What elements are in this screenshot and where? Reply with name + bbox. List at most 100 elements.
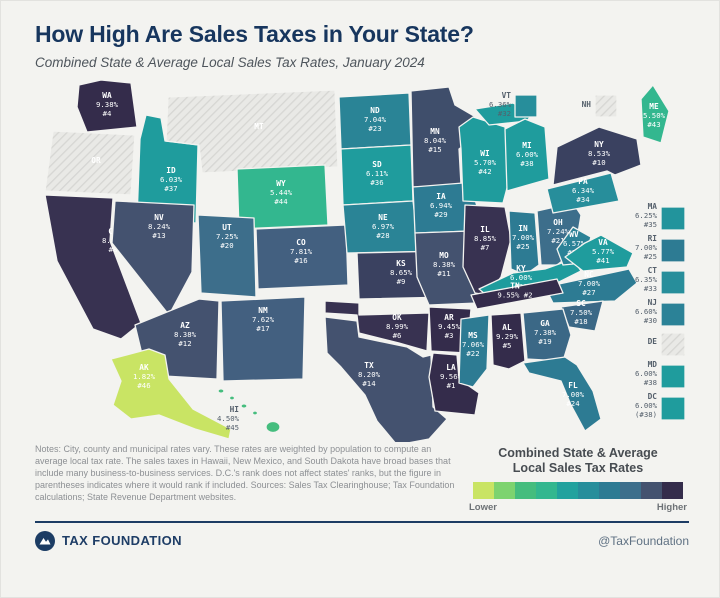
state-label-ME: ME 5.50% #43 xyxy=(643,102,666,129)
state-label-RI: RI 7.00% #25 xyxy=(635,234,658,261)
map-svg: WA9.38%#4 OR CA8.85%#8 ID6.03%#37 MT WY5… xyxy=(44,79,686,442)
state-label-MO: MO 8.38% #11 xyxy=(433,251,456,278)
state-label-NE: NE 6.97% #28 xyxy=(372,213,395,240)
legend-swatch xyxy=(641,481,662,499)
state-label-CO: CO 7.81% #16 xyxy=(290,238,313,265)
state-UT: UT 7.25% #20 xyxy=(197,214,257,298)
bottom-section: Notes: City, county and municipal rates … xyxy=(1,442,719,513)
legend-gradient xyxy=(473,481,683,499)
state-label-AK: AK 1.82% #46 xyxy=(133,363,156,390)
state-CT: CT 6.35% #33 xyxy=(635,266,686,295)
state-OK: OK 8.99% #6 xyxy=(324,300,430,352)
page-subtitle: Combined State & Average Local Sales Tax… xyxy=(35,55,425,70)
state-label-IA: IA 6.94% #29 xyxy=(430,192,453,219)
legend-swatch xyxy=(620,481,641,499)
header: How High Are Sales Taxes in Your State? … xyxy=(1,1,719,70)
legend-swatch xyxy=(536,481,557,499)
legend-lower-label: Lower xyxy=(469,501,497,513)
state-label-OH: OH 7.24% #21 xyxy=(547,218,570,245)
state-label-AR: AR 9.45% #3 xyxy=(438,313,461,340)
legend-swatch xyxy=(599,481,620,499)
legend-swatch xyxy=(662,481,683,499)
state-label-MN: MN 8.04% #15 xyxy=(424,127,447,154)
state-SD: SD 6.11% #36 xyxy=(340,144,414,206)
state-label-NV: NV 8.24% #13 xyxy=(148,213,171,240)
legend-swatch xyxy=(473,481,494,499)
state-WA: WA 9.38% #4 xyxy=(76,79,138,133)
page-title: How High Are Sales Taxes in Your State? xyxy=(35,21,474,47)
state-DE: DE xyxy=(648,332,686,357)
state-IN: IN 7.00% #25 xyxy=(508,210,540,276)
state-label-HI: HI 4.50% #45 xyxy=(217,405,240,432)
taxfoundation-logo-icon xyxy=(35,530,55,551)
twitter-handle: @TaxFoundation xyxy=(598,533,689,548)
state-label-MT: MT xyxy=(254,122,264,131)
state-label-AL: AL 9.29% #5 xyxy=(496,323,519,350)
state-MD: MD 6.00% #38 xyxy=(635,360,686,389)
state-LA: LA 9.56% #1 xyxy=(428,352,480,416)
state-label-OK: OK 8.99% #6 xyxy=(386,313,409,340)
legend-title: Combined State & Average Local Sales Tax… xyxy=(467,446,689,476)
state-AK: AK 1.82% #46 xyxy=(110,348,232,440)
legend-swatch xyxy=(494,481,515,499)
legend-title-line1: Combined State & Average xyxy=(498,446,658,460)
state-label-GA: GA 7.38% #19 xyxy=(534,319,557,346)
state-WI: WI 5.70% #42 xyxy=(458,116,512,204)
state-ND: ND 7.04% #23 xyxy=(338,92,412,150)
state-label-SD: SD 6.11% #36 xyxy=(366,160,389,187)
footer: TAX FOUNDATION @TaxFoundation xyxy=(35,520,689,551)
state-label-NJ: NJ 6.60% #30 xyxy=(635,298,658,325)
state-label-TX: TX 8.20% #14 xyxy=(358,361,381,388)
state-TX: TX 8.20% #14 xyxy=(324,316,448,442)
state-NY: NY 8.53% #10 xyxy=(552,126,642,186)
state-MT: MT xyxy=(165,89,339,174)
legend-swatch xyxy=(578,481,599,499)
legend: Combined State & Average Local Sales Tax… xyxy=(467,444,689,513)
state-label-VT: VT 6.36% #32 xyxy=(489,91,512,118)
state-label-FL: FL 7.00% #24 xyxy=(562,381,585,408)
legend-title-line2: Local Sales Tax Rates xyxy=(512,460,644,475)
state-label-MI: MI 6.00% #38 xyxy=(516,141,539,168)
brand: TAX FOUNDATION xyxy=(35,530,182,551)
state-RI: RI 7.00% #25 xyxy=(635,234,686,263)
state-label-UT: UT 7.25% #20 xyxy=(216,223,239,250)
state-label-WI: WI 5.70% #42 xyxy=(474,149,497,176)
state-NV: NV 8.24% #13 xyxy=(111,200,195,316)
state-label-SC: SC 7.50% #18 xyxy=(570,299,593,326)
brand-name: TAX FOUNDATION xyxy=(62,533,182,548)
state-label-KS: KS 8.65% #9 xyxy=(390,259,413,286)
state-label-TN: TN 9.55% #2 xyxy=(497,282,532,300)
state-GA: GA 7.38% #19 xyxy=(522,308,572,362)
state-label-WA: WA 9.38% #4 xyxy=(96,91,119,118)
state-label-WY: WY 5.44% #44 xyxy=(270,179,293,206)
state-label-ND: ND 7.04% #23 xyxy=(364,106,387,133)
state-label-NM: NM 7.62% #17 xyxy=(252,306,275,333)
state-label-NY: NY 8.53% #10 xyxy=(588,140,611,167)
state-MS: MS 7.06% #22 xyxy=(458,314,490,388)
state-label-CT: CT 6.35% #33 xyxy=(635,266,658,293)
legend-swatch xyxy=(557,481,578,499)
state-label-VA: VA 5.77% #41 xyxy=(592,238,615,265)
state-ME: ME 5.50% #43 xyxy=(640,84,670,144)
legend-swatch xyxy=(515,481,536,499)
legend-higher-label: Higher xyxy=(656,501,687,513)
state-label-MA: MA 6.25% #35 xyxy=(635,202,658,229)
state-WY: WY 5.44% #44 xyxy=(236,164,329,230)
state-DC: DC 6.00% (#38) xyxy=(635,392,686,421)
state-OR: OR xyxy=(44,130,136,196)
state-AL: AL 9.29% #5 xyxy=(490,312,526,370)
state-label-LA: LA 9.56% #1 xyxy=(440,363,463,390)
state-label-MS: MS 7.06% #22 xyxy=(462,331,485,358)
state-NC: NC 7.00% #27 xyxy=(544,268,638,304)
state-SC: SC 7.50% #18 xyxy=(560,299,604,332)
state-ID: ID 6.03% #37 xyxy=(136,114,199,224)
notes-text: Notes: City, county and municipal rates … xyxy=(35,444,455,502)
state-label-NH: NH xyxy=(582,100,592,109)
state-NJ: NJ 6.60% #30 xyxy=(635,298,686,327)
state-HI: HI 4.50% #45 xyxy=(217,388,281,434)
state-VT: VT 6.36% #32 xyxy=(489,91,538,118)
state-label-AZ: AZ 8.38% #12 xyxy=(174,321,197,348)
state-label-NC: NC 7.00% #27 xyxy=(578,270,601,297)
state-TN: TN 9.55% #2 xyxy=(470,278,564,310)
